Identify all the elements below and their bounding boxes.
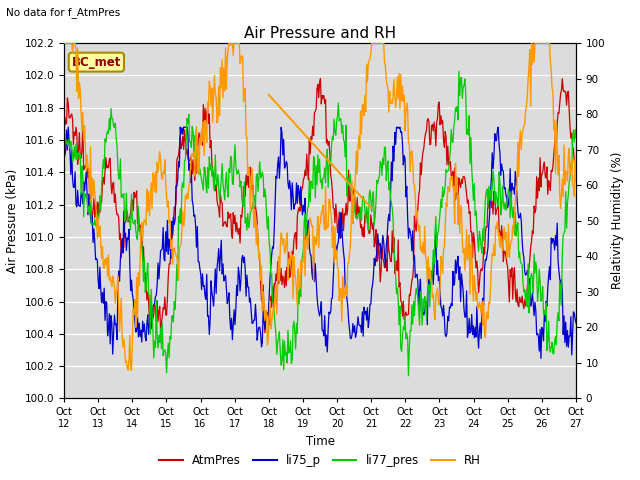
Y-axis label: Air Pressure (kPa): Air Pressure (kPa) <box>6 168 19 273</box>
Y-axis label: Relativity Humidity (%): Relativity Humidity (%) <box>611 152 624 289</box>
Text: BC_met: BC_met <box>72 56 121 69</box>
X-axis label: Time: Time <box>305 434 335 447</box>
Legend: AtmPres, li75_p, li77_pres, RH: AtmPres, li75_p, li77_pres, RH <box>154 449 486 472</box>
Text: No data for f_AtmPres: No data for f_AtmPres <box>6 7 121 18</box>
Title: Air Pressure and RH: Air Pressure and RH <box>244 25 396 41</box>
